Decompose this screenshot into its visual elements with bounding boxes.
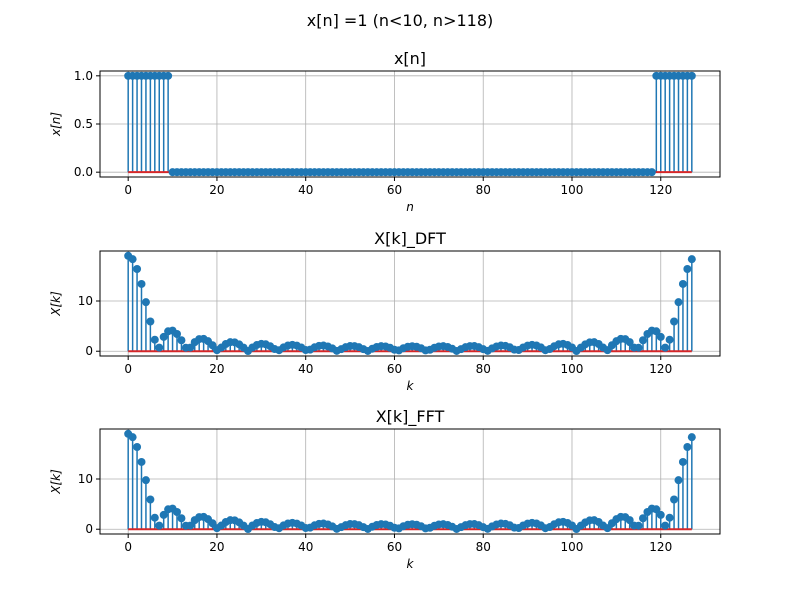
x-axis-label: k — [407, 379, 415, 393]
panel-1: 0 20 40 60 80 100 120 0.0 0.5 1.0 x[n] n x[n] — [49, 49, 721, 214]
stem-marker — [137, 457, 146, 466]
stem-marker — [678, 279, 687, 288]
y-tick-label: 0.5 — [74, 117, 93, 131]
stem-marker — [164, 71, 173, 80]
x-tick-label: 60 — [387, 362, 402, 376]
stem-marker — [173, 330, 182, 339]
y-tick-label: 0 — [85, 522, 93, 536]
x-tick-label: 0 — [124, 540, 132, 554]
stem-marker — [674, 476, 683, 485]
y-tick-label: 0 — [85, 344, 93, 358]
stem-marker — [128, 433, 137, 442]
stem-marker — [146, 317, 155, 326]
stem-marker — [625, 338, 634, 347]
stem-marker — [133, 442, 142, 451]
stem-marker — [638, 514, 647, 523]
stem-marker — [625, 516, 634, 525]
stem-marker — [150, 335, 159, 344]
y-axis-label: x[n] — [49, 112, 63, 137]
stem-marker — [150, 513, 159, 522]
stem-marker — [177, 514, 186, 523]
panel-title: x[n] — [394, 49, 426, 68]
stem-marker — [634, 521, 643, 530]
stem-marker — [647, 168, 656, 177]
x-axis-label: n — [406, 200, 414, 214]
stem-marker — [683, 442, 692, 451]
stem-marker — [665, 335, 674, 344]
y-tick-label: 0.0 — [74, 165, 93, 179]
stem-marker — [146, 495, 155, 504]
stem-marker — [186, 521, 195, 530]
stem-marker — [137, 279, 146, 288]
x-tick-label: 60 — [387, 183, 402, 197]
x-tick-label: 100 — [561, 183, 584, 197]
x-tick-label: 80 — [476, 540, 491, 554]
stem-marker — [656, 510, 665, 519]
stem-marker — [678, 457, 687, 466]
stem-marker — [634, 343, 643, 352]
stem-marker — [683, 264, 692, 273]
stem-marker — [186, 343, 195, 352]
stem-marker — [128, 255, 137, 264]
stem-marker — [687, 433, 696, 442]
stem-marker — [670, 495, 679, 504]
stem-marker — [687, 255, 696, 264]
x-tick-label: 20 — [209, 362, 224, 376]
stem-marker — [652, 505, 661, 514]
x-tick-label: 80 — [476, 362, 491, 376]
y-axis-label: X[k] — [49, 291, 63, 317]
stem-marker — [661, 343, 670, 352]
x-tick-label: 0 — [124, 183, 132, 197]
x-tick-label: 60 — [387, 540, 402, 554]
x-tick-label: 120 — [649, 362, 672, 376]
stem-marker — [665, 513, 674, 522]
stem-marker — [661, 521, 670, 530]
x-tick-label: 100 — [561, 540, 584, 554]
panel-title: X[k]_FFT — [376, 407, 445, 427]
y-tick-label: 1.0 — [74, 69, 93, 83]
x-tick-label: 120 — [649, 540, 672, 554]
x-tick-label: 40 — [298, 540, 313, 554]
stem-marker — [133, 264, 142, 273]
stem-marker — [155, 521, 164, 530]
x-tick-label: 80 — [476, 183, 491, 197]
stem-marker — [674, 298, 683, 307]
stem-marker — [155, 343, 164, 352]
axes-frame — [99, 428, 721, 535]
x-tick-label: 40 — [298, 362, 313, 376]
stem-marker — [656, 332, 665, 341]
x-tick-label: 0 — [124, 362, 132, 376]
x-tick-label: 40 — [298, 183, 313, 197]
stem-marker — [687, 71, 696, 80]
y-tick-label: 10 — [78, 294, 93, 308]
x-tick-label: 20 — [209, 183, 224, 197]
stem-marker — [173, 508, 182, 517]
stem-marker — [159, 332, 168, 341]
y-axis-label: X[k] — [49, 469, 63, 495]
panel-title: X[k]_DFT — [374, 229, 446, 249]
stem-marker — [177, 336, 186, 345]
stem-marker — [652, 327, 661, 336]
stem-marker — [638, 336, 647, 345]
y-tick-label: 10 — [78, 472, 93, 486]
x-tick-label: 120 — [649, 183, 672, 197]
x-tick-label: 100 — [561, 362, 584, 376]
stem-marker — [159, 510, 168, 519]
x-tick-label: 20 — [209, 540, 224, 554]
stem-marker — [141, 298, 150, 307]
stem-marker — [141, 476, 150, 485]
x-axis-label: k — [407, 557, 415, 571]
axes-frame — [99, 250, 721, 357]
stem-marker — [670, 317, 679, 326]
figure-suptitle: x[n] =1 (n<10, n>118) — [307, 11, 494, 30]
